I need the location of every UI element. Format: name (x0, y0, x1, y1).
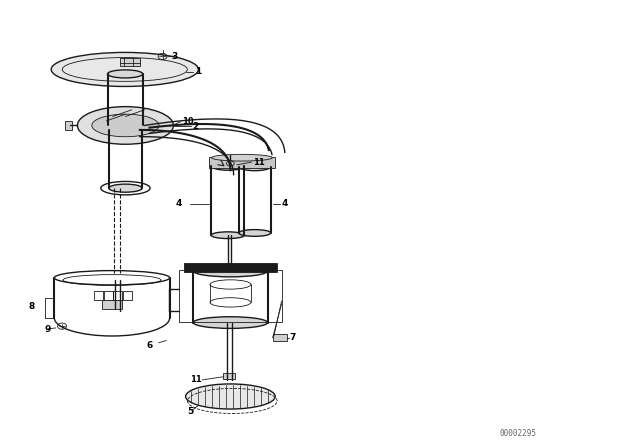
Ellipse shape (186, 384, 275, 409)
Ellipse shape (108, 121, 143, 129)
Ellipse shape (211, 232, 244, 239)
Text: 7: 7 (289, 333, 296, 342)
Ellipse shape (193, 265, 268, 277)
Ellipse shape (108, 70, 143, 78)
Text: 6: 6 (146, 341, 152, 350)
Text: 00002295: 00002295 (499, 429, 536, 438)
Ellipse shape (211, 161, 244, 170)
FancyBboxPatch shape (120, 58, 140, 66)
Ellipse shape (193, 317, 268, 328)
FancyBboxPatch shape (273, 334, 287, 341)
Text: 8: 8 (29, 302, 35, 311)
Ellipse shape (239, 163, 271, 171)
FancyBboxPatch shape (184, 263, 277, 272)
FancyBboxPatch shape (209, 157, 275, 168)
FancyBboxPatch shape (102, 300, 122, 309)
Text: 5: 5 (188, 407, 194, 416)
Ellipse shape (239, 229, 271, 237)
Text: 10: 10 (182, 117, 194, 126)
Text: 4: 4 (282, 199, 288, 208)
FancyBboxPatch shape (65, 121, 72, 130)
Text: 11: 11 (190, 375, 202, 384)
Text: 9: 9 (45, 325, 51, 334)
Text: 3: 3 (172, 52, 178, 60)
Text: 11: 11 (253, 158, 265, 167)
Ellipse shape (92, 114, 159, 137)
Text: 4: 4 (176, 199, 182, 208)
Text: 1: 1 (195, 67, 201, 76)
FancyBboxPatch shape (223, 373, 235, 379)
Ellipse shape (109, 184, 142, 192)
Ellipse shape (51, 52, 198, 86)
Ellipse shape (77, 107, 173, 144)
Ellipse shape (211, 154, 273, 161)
Text: 2: 2 (192, 122, 198, 131)
